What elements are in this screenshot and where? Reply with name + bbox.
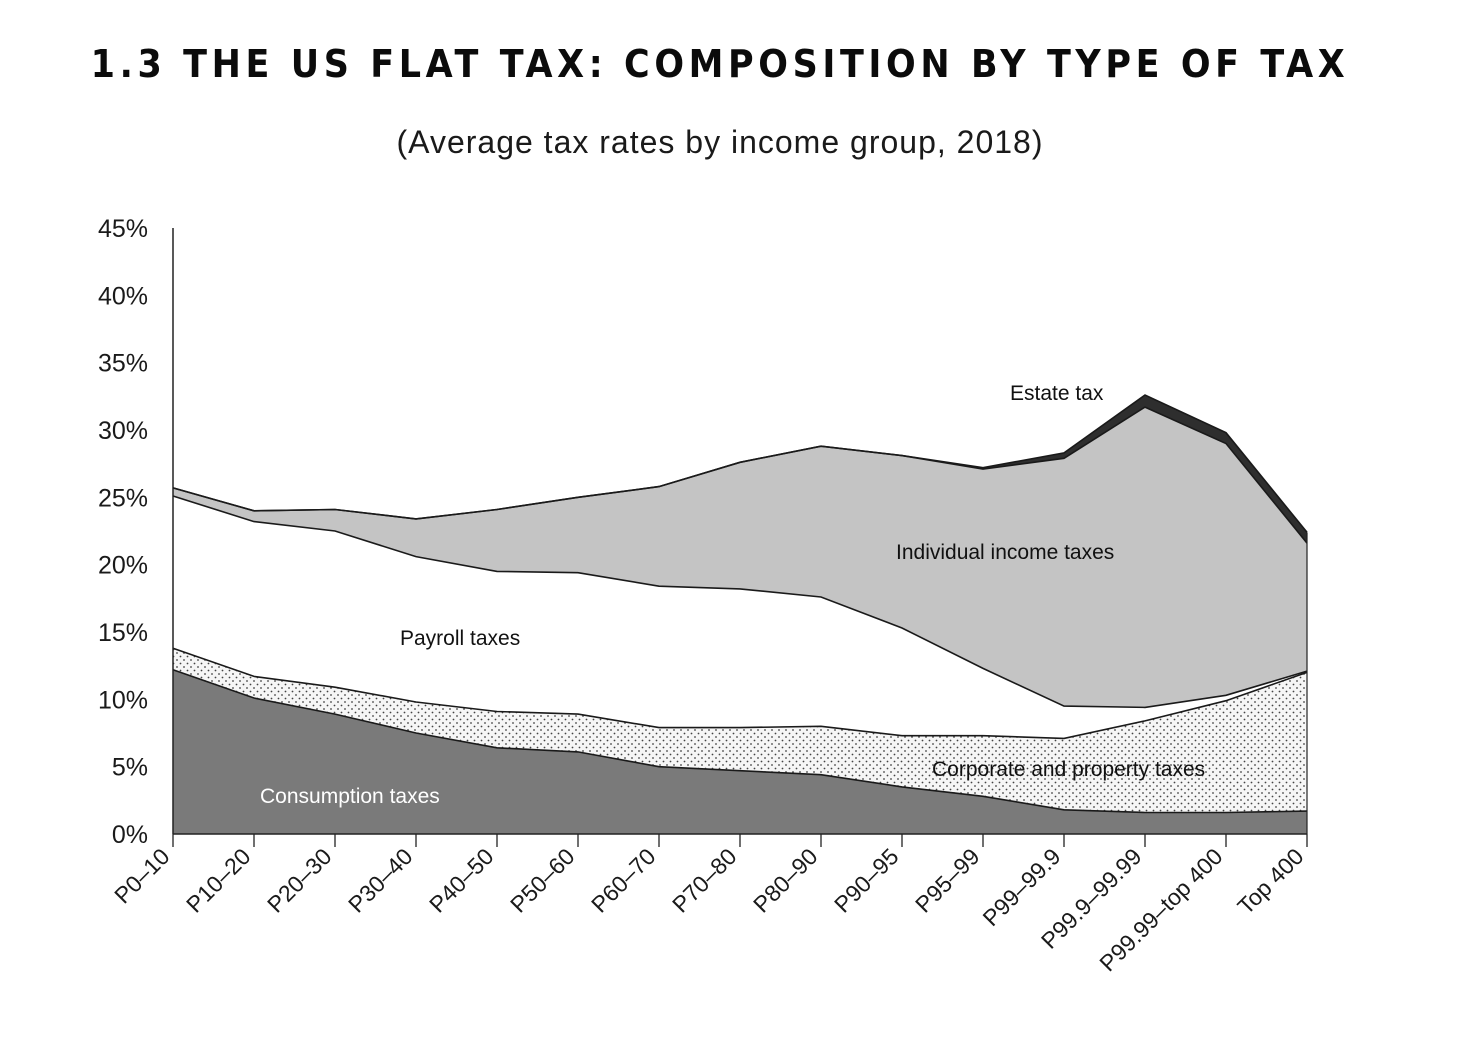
- label-consumption-taxes: Consumption taxes: [260, 785, 440, 808]
- x-tick-label: P50–60: [505, 843, 579, 917]
- line-corporate-top: [172, 647, 1308, 740]
- y-tick-label: 40%: [98, 282, 148, 310]
- y-tick-label: 5%: [112, 754, 148, 782]
- x-tick-label: P90–95: [829, 843, 903, 917]
- x-tick-label: P10–20: [181, 843, 255, 917]
- x-tick-label: P40–50: [424, 843, 498, 917]
- x-tick-label: P95–99: [910, 843, 984, 917]
- y-tick-label: 30%: [98, 417, 148, 445]
- label-individual-income-taxes: Individual income taxes: [896, 541, 1114, 564]
- y-axis-ticks: 0% 5% 10% 15% 20% 25% 30% 35% 40% 45%: [98, 215, 148, 849]
- x-tick-label: P30–40: [343, 843, 417, 917]
- x-tick-label: P60–70: [586, 843, 660, 917]
- y-tick-label: 45%: [98, 215, 148, 243]
- y-tick-label: 35%: [98, 350, 148, 378]
- x-tick-label: P0–10: [109, 843, 174, 908]
- label-estate-tax: Estate tax: [1010, 382, 1104, 405]
- x-axis-ticks: P0–10 P10–20 P20–30 P30–40 P40–50 P50–60 P60–7…: [109, 834, 1309, 976]
- area-layers: [172, 394, 1308, 834]
- area-consumption-taxes: [173, 669, 1307, 834]
- line-payroll-top: [172, 495, 1308, 709]
- x-tick-label: P80–90: [748, 843, 822, 917]
- line-estate-top: [172, 394, 1308, 533]
- area-payroll-taxes: [173, 496, 1307, 739]
- area-corporate-property-taxes: [173, 648, 1307, 813]
- y-tick-label: 15%: [98, 619, 148, 647]
- label-corporate-property-taxes: Corporate and property taxes: [932, 758, 1205, 781]
- x-tick-label: Top 400: [1232, 843, 1308, 919]
- y-tick-label: 10%: [98, 686, 148, 714]
- y-tick-label: 25%: [98, 484, 148, 512]
- y-tick-label: 20%: [98, 552, 148, 580]
- x-tick-label: P70–80: [667, 843, 741, 917]
- label-payroll-taxes: Payroll taxes: [400, 627, 520, 650]
- chart-subtitle: (Average tax rates by income group, 2018…: [396, 124, 1044, 160]
- y-tick-label: 0%: [112, 821, 148, 849]
- chart-title: 1.3 THE US FLAT TAX: COMPOSITION BY TYPE…: [90, 42, 1350, 86]
- area-individual-income-taxes: [173, 407, 1307, 708]
- x-tick-label: P20–30: [262, 843, 336, 917]
- line-consumption-top: [172, 668, 1308, 814]
